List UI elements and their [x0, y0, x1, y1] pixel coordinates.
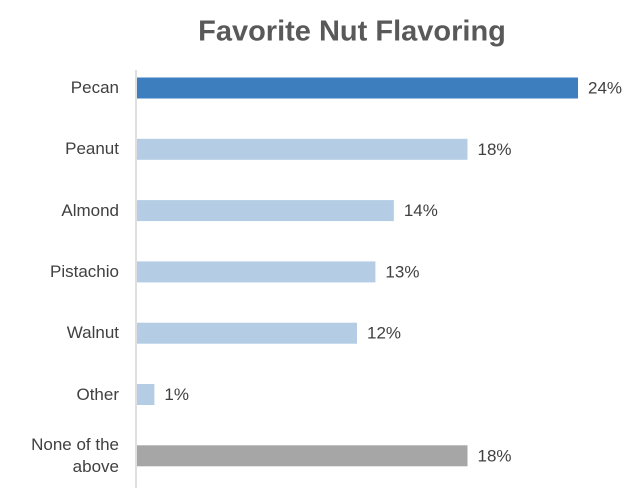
category-label: Pecan: [70, 78, 119, 97]
value-label: 14%: [404, 201, 438, 220]
bar: [137, 77, 578, 99]
chart-title: Favorite Nut Flavoring: [198, 16, 506, 48]
category-label: None of the above: [31, 434, 119, 476]
bar: [137, 445, 468, 467]
category-label: Walnut: [66, 323, 119, 343]
category-label: Other: [76, 384, 119, 404]
value-label: 12%: [367, 324, 401, 343]
value-label: 13%: [385, 262, 419, 281]
category-label: Peanut: [65, 139, 119, 159]
value-label: 24%: [588, 78, 622, 97]
category-label: Almond: [61, 200, 119, 220]
value-label: 18%: [478, 140, 512, 159]
bar: [137, 200, 394, 222]
value-label: 1%: [164, 385, 189, 404]
bar: [137, 261, 376, 283]
bar: [137, 138, 468, 160]
bar: [137, 322, 357, 344]
value-label: 18%: [478, 446, 512, 465]
bar: [137, 384, 155, 405]
category-label: Pistachio: [50, 261, 119, 281]
